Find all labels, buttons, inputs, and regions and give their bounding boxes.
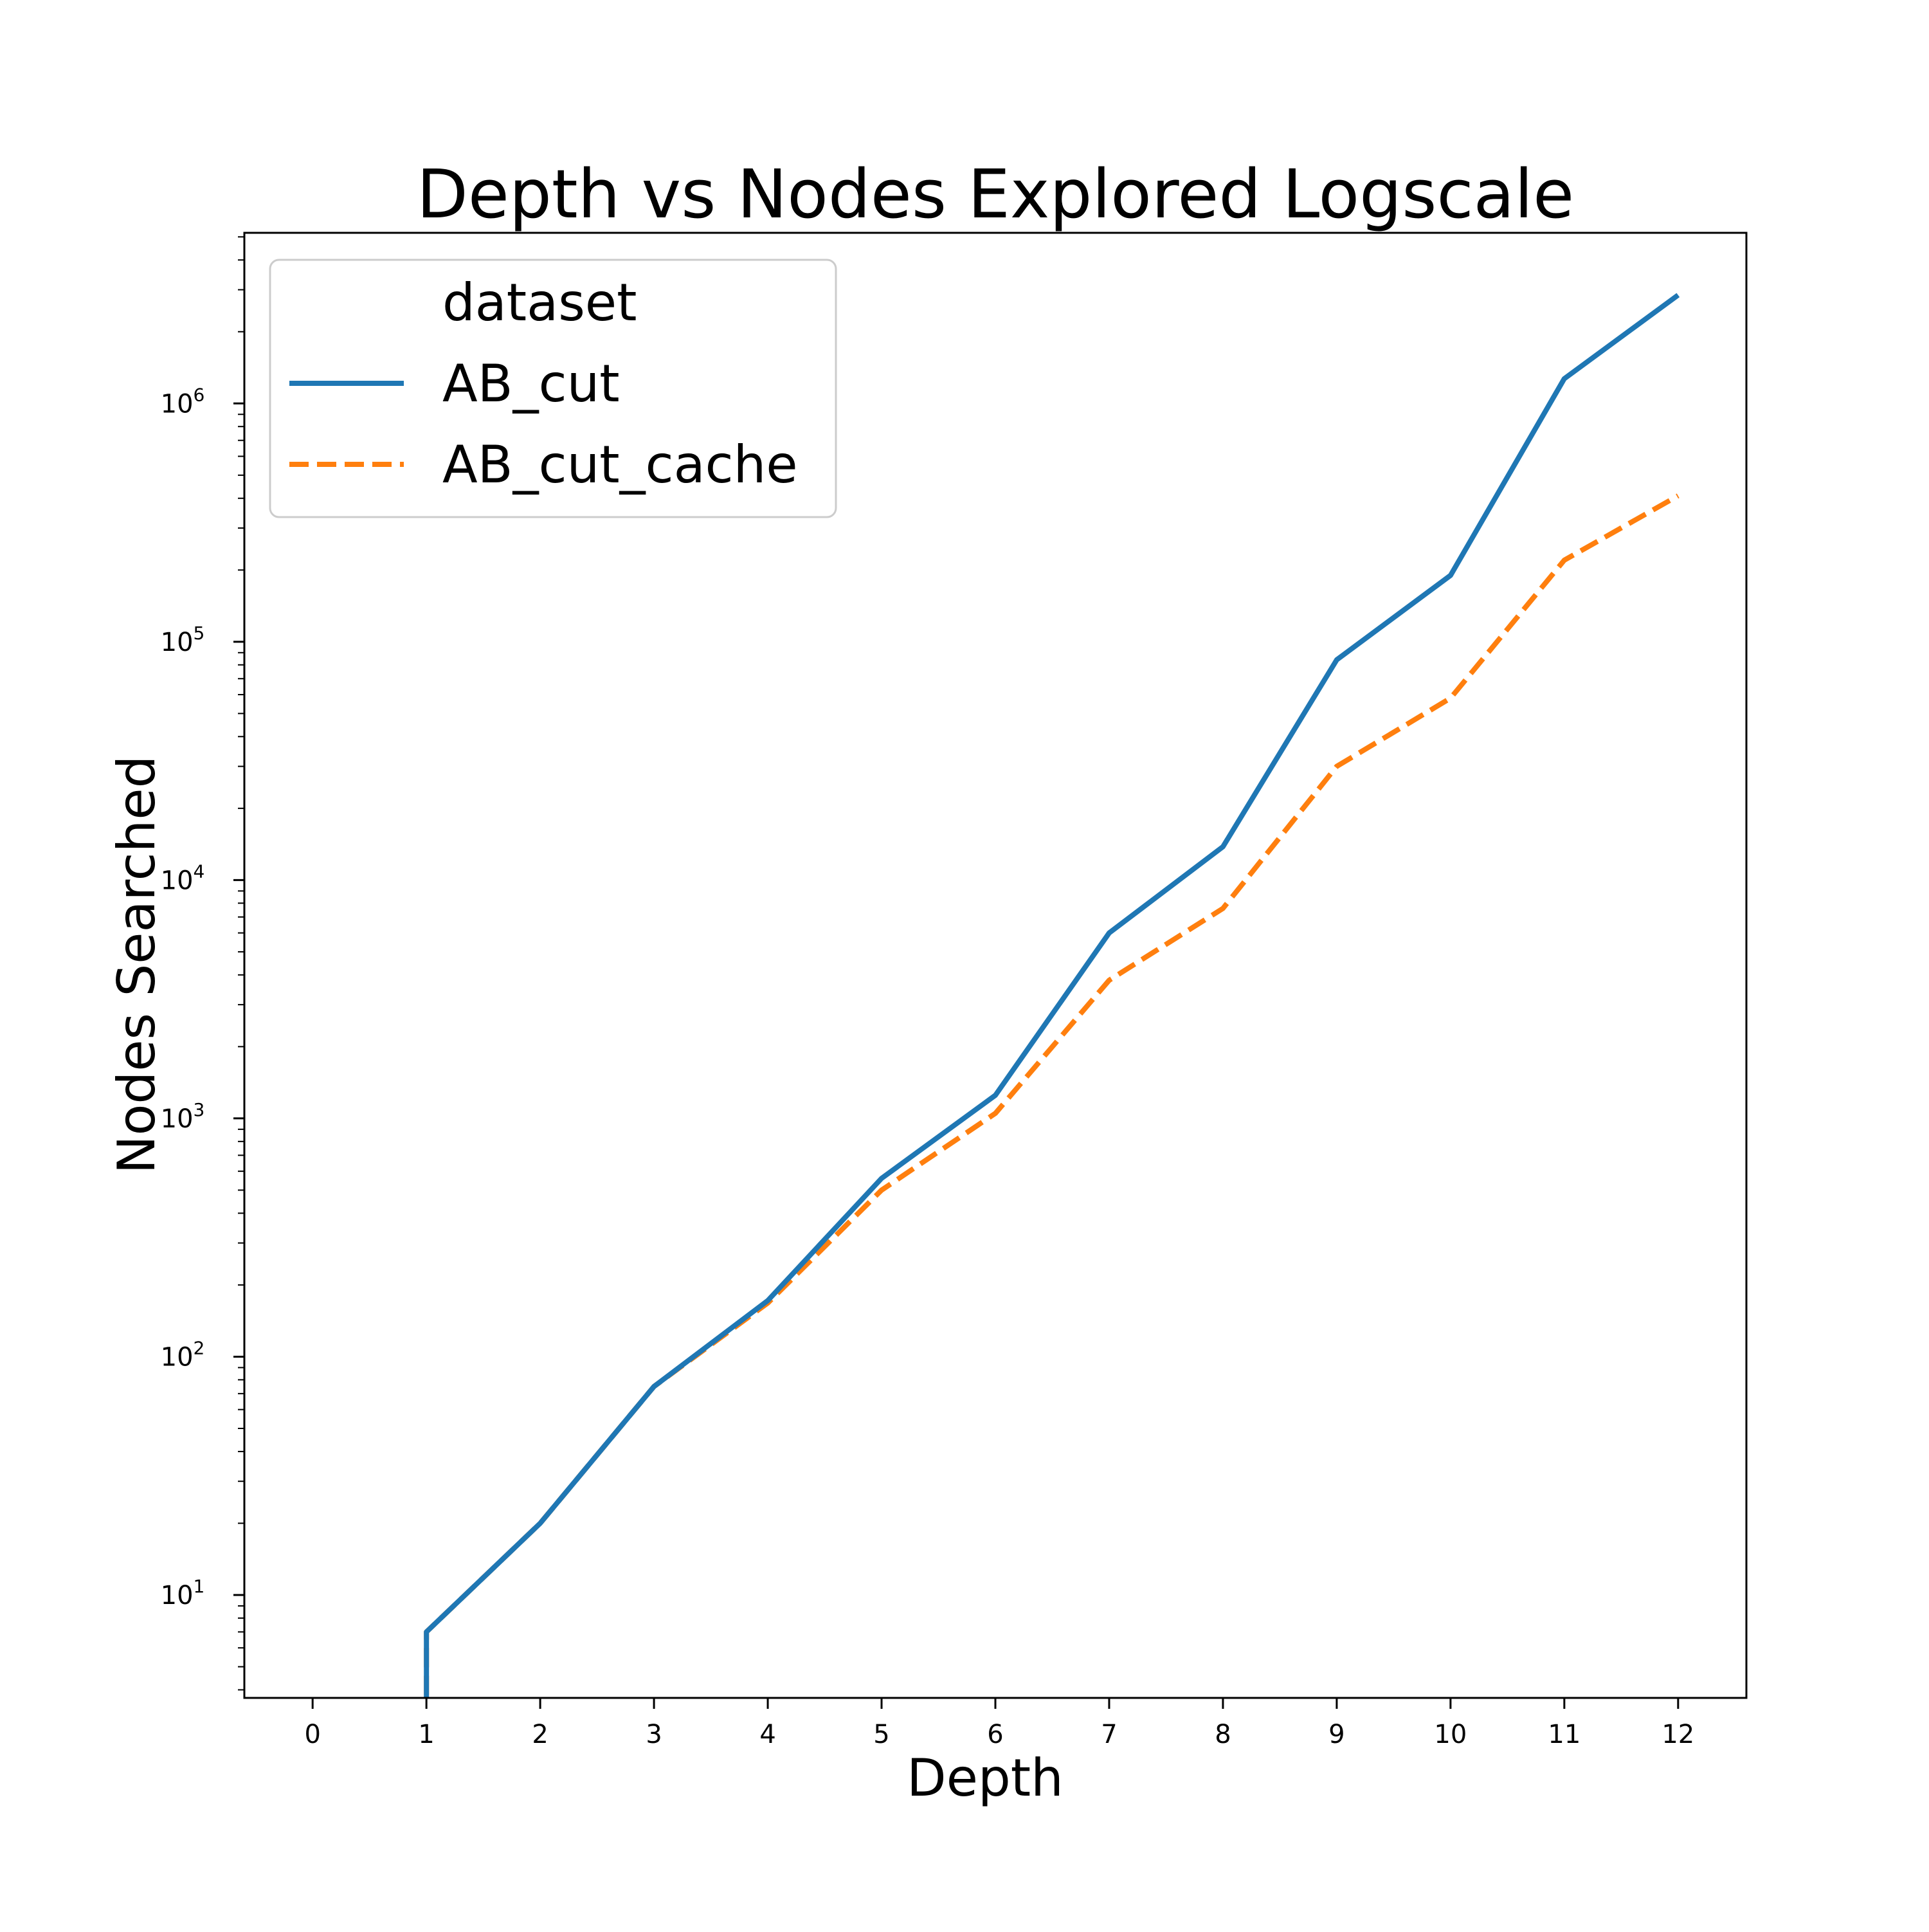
y-tick-label: 106 — [161, 384, 205, 419]
series-layer — [424, 293, 1680, 1698]
x-tick-label: 4 — [759, 1720, 775, 1749]
x-tick-label: 0 — [304, 1720, 320, 1749]
y-tick-label: 101 — [161, 1576, 205, 1610]
x-tick-label: 1 — [418, 1720, 434, 1749]
series-line-ab-cut-cache — [424, 493, 1680, 1698]
x-tick-label: 5 — [873, 1720, 889, 1749]
legend-title: dataset — [442, 273, 637, 333]
x-tick-label: 12 — [1662, 1720, 1694, 1749]
y-tick-label: 102 — [161, 1337, 205, 1372]
y-axis-label: Nodes Searched — [107, 756, 167, 1174]
x-tick-label: 11 — [1548, 1720, 1580, 1749]
y-tick-label: 105 — [161, 623, 205, 657]
legend-entry-ab-cut-cache: AB_cut_cache — [442, 435, 798, 495]
x-tick-label: 6 — [987, 1720, 1003, 1749]
legend-box — [269, 259, 837, 518]
x-axis: 0 1 2 3 4 5 6 7 8 9 10 11 12 — [304, 1698, 1694, 1749]
x-tick-label: 3 — [646, 1720, 662, 1749]
legend: dataset AB_cut AB_cut_cache — [269, 259, 837, 518]
legend-entry-ab-cut: AB_cut — [442, 354, 620, 414]
y-axis: 101 102 103 104 105 106 — [161, 236, 244, 1691]
x-tick-label: 7 — [1101, 1720, 1117, 1749]
x-tick-label: 9 — [1328, 1720, 1345, 1749]
x-tick-label: 8 — [1215, 1720, 1231, 1749]
x-tick-label: 10 — [1434, 1720, 1467, 1749]
y-tick-label: 104 — [161, 861, 205, 895]
y-tick-label: 103 — [161, 1099, 205, 1134]
x-tick-label: 2 — [532, 1720, 548, 1749]
series-line-ab-cut — [424, 293, 1680, 1698]
x-axis-label: Depth — [907, 1748, 1064, 1808]
chart-title: Depth vs Nodes Explored Logscale — [417, 155, 1574, 233]
